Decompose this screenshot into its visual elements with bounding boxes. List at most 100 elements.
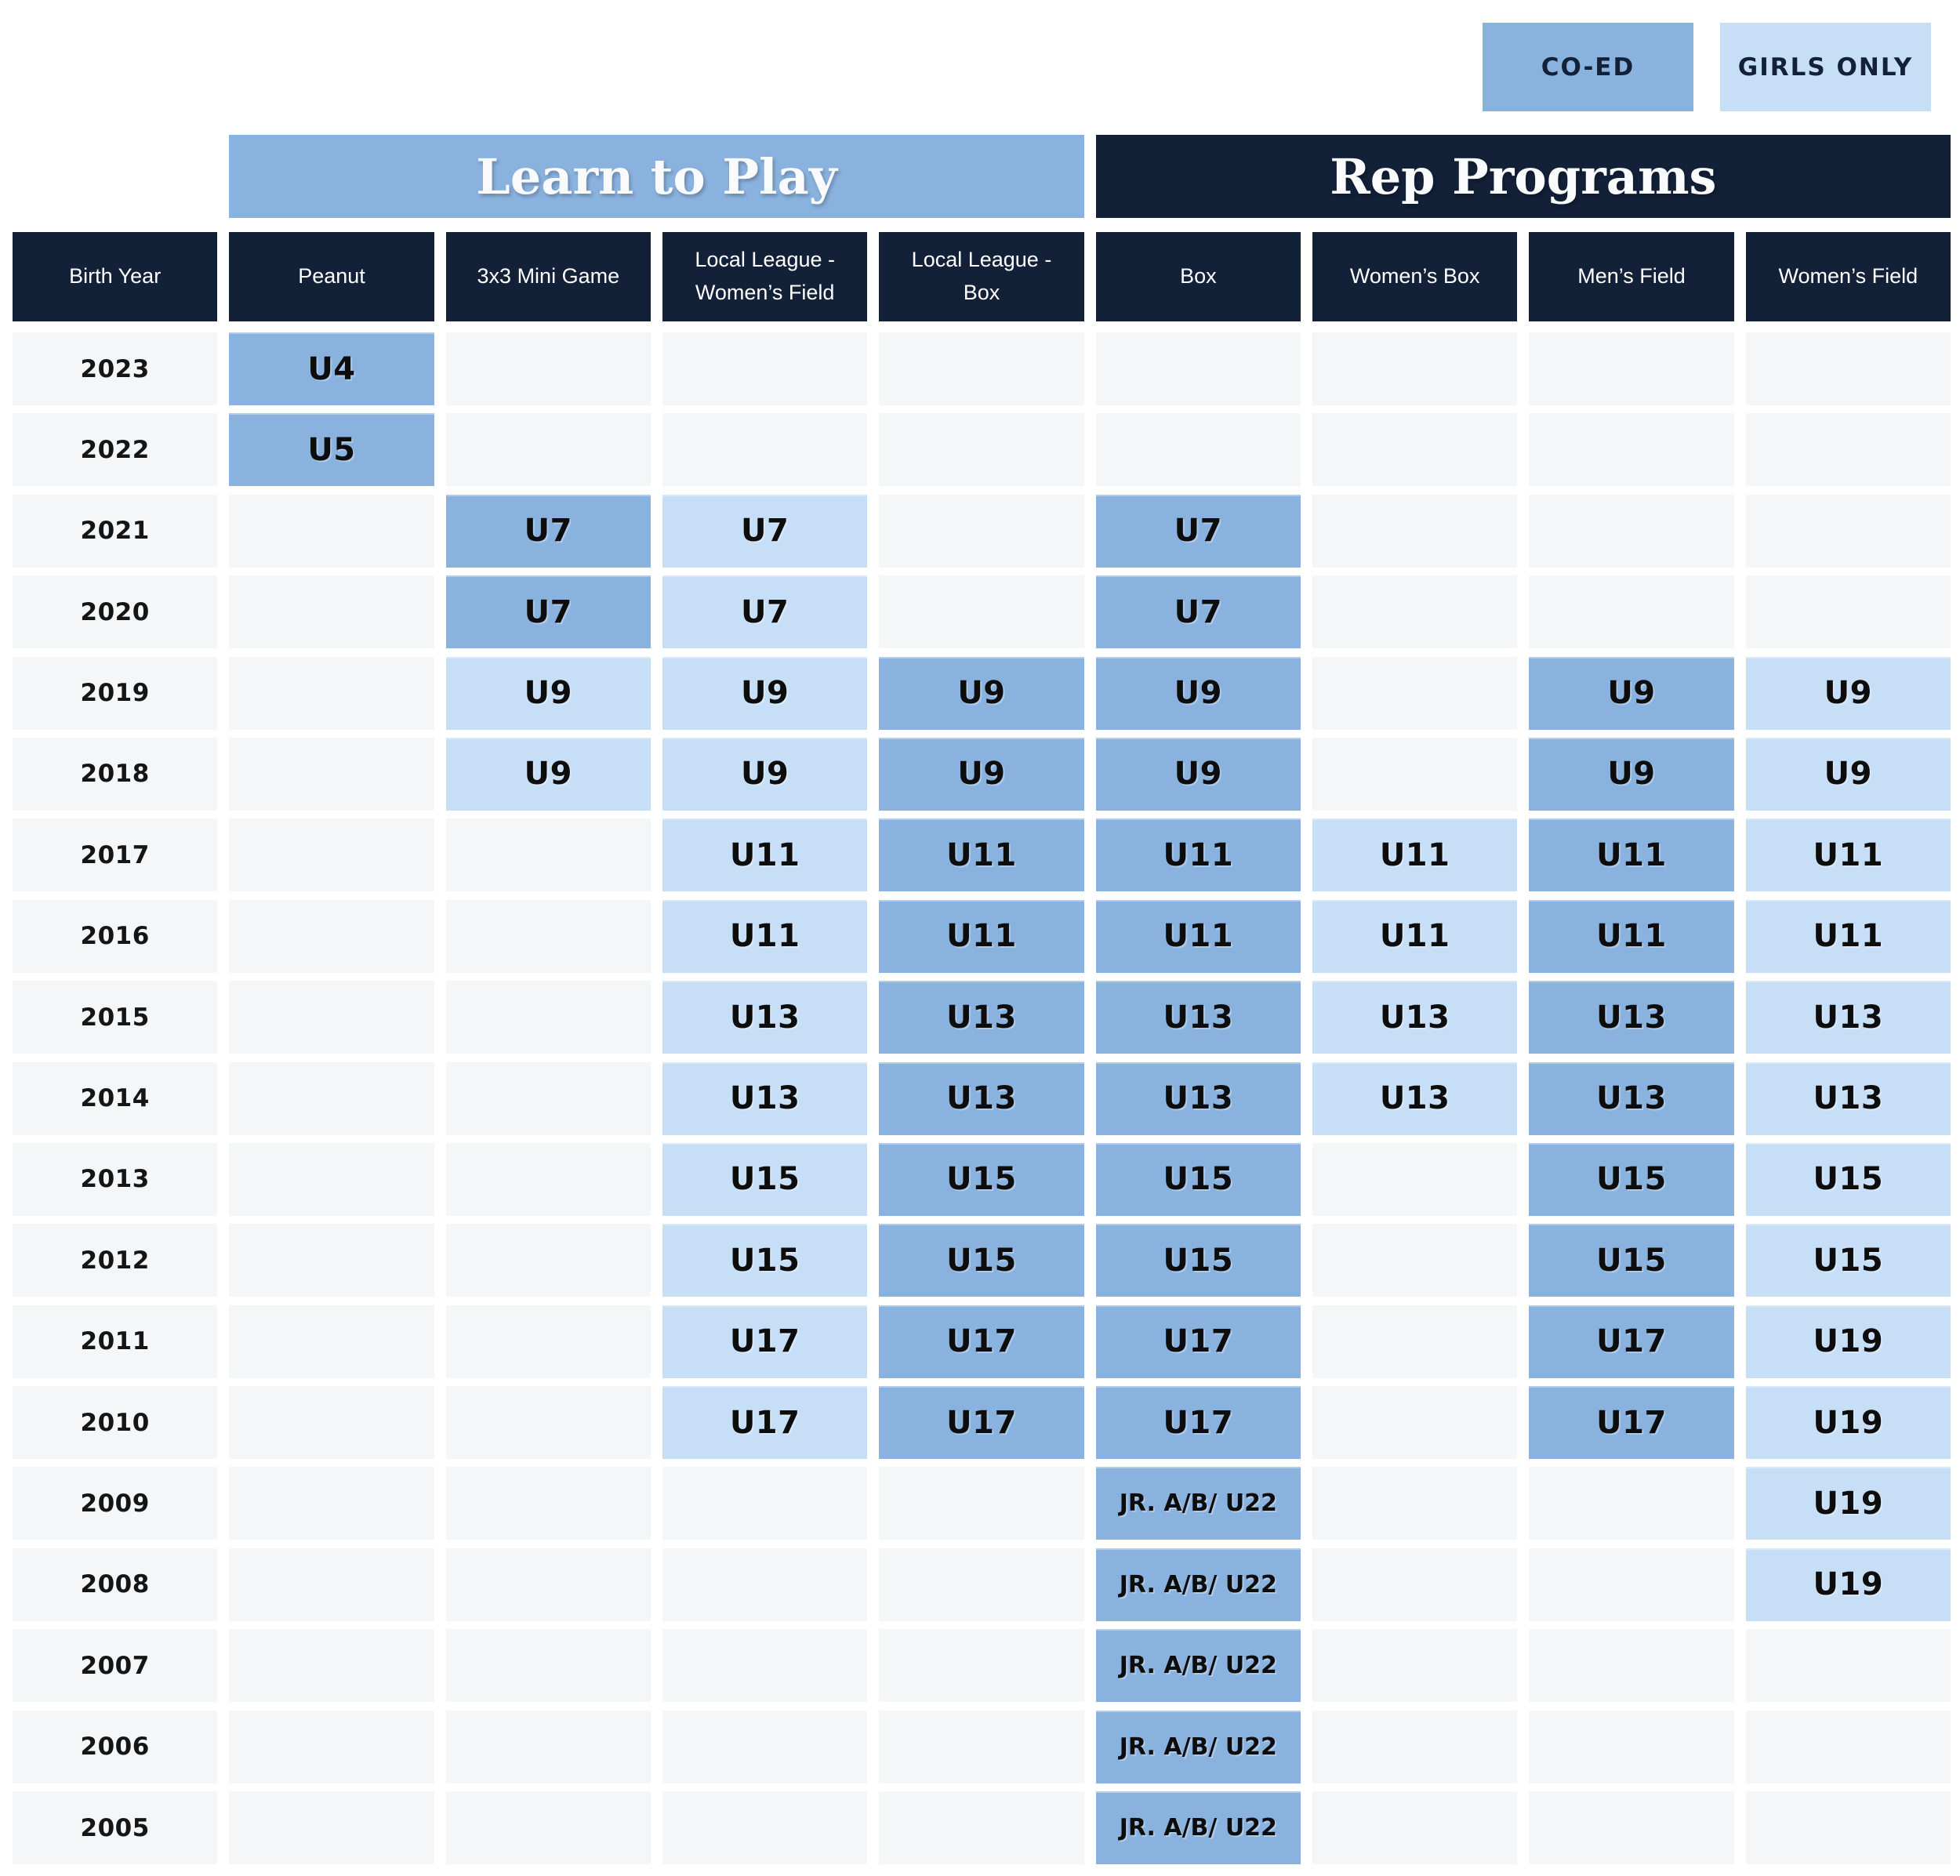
program-cell-u9-coed: U9 [1095,737,1301,811]
column-header-local-league-box: Local League - Box [879,232,1084,321]
birth-year-cell: 2020 [13,575,218,649]
column-header-men-s-field: Men’s Field [1529,232,1734,321]
birth-year-cell: 2018 [13,737,218,811]
birth-year-cell: 2023 [13,332,218,405]
table-row-2020: 2020 U7 U7 U7 [13,575,1951,649]
empty-cell [1529,1791,1734,1865]
program-cell-u11-girls: U11 [662,899,868,973]
program-cell-u17-coed: U17 [879,1386,1084,1460]
column-header-women-s-field: Women’s Field [1745,232,1951,321]
birth-year-cell: 2005 [13,1791,218,1865]
program-cell-u13-girls: U13 [662,1061,868,1135]
empty-cell [879,1548,1084,1621]
program-cell-u13-girls: U13 [1745,981,1951,1054]
table-row-2018: 2018 U9 U9 U9 U9 U9 U9 [13,737,1951,811]
program-cell-u17-coed: U17 [1529,1304,1734,1378]
program-cell-u13-coed: U13 [879,1061,1084,1135]
birth-year-cell: 2014 [13,1061,218,1135]
program-cell-u11-coed: U11 [879,899,1084,973]
empty-cell [229,494,434,568]
program-cell-u11-girls: U11 [1312,818,1518,892]
legend-coed-swatch: CO-ED [1483,23,1693,111]
empty-cell [445,1791,651,1865]
program-cell-u13-coed: U13 [1529,1061,1734,1135]
section-rep-programs: Rep Programs [1095,135,1951,218]
program-cell-u7-girls: U7 [662,575,868,649]
empty-cell [662,1629,868,1703]
table-row-2014: 2014 U13 U13 U13 U13 U13 U13 [13,1061,1951,1135]
table-row-2005: 2005 JR. A/B/ U22 [13,1791,1951,1865]
empty-cell [1312,332,1518,405]
program-cell-jr-a-b-u22-coed: JR. A/B/ U22 [1095,1710,1301,1783]
program-cell-u17-coed: U17 [879,1304,1084,1378]
birth-year-cell: 2022 [13,413,218,487]
table-row-2022: 2022 U5 [13,413,1951,487]
empty-cell [1745,332,1951,405]
program-cell-u13-coed: U13 [1095,1061,1301,1135]
birth-year-cell: 2016 [13,899,218,973]
program-cell-u15-coed: U15 [879,1142,1084,1216]
empty-cell [662,332,868,405]
table-row-2011: 2011 U17 U17 U17 U17 U19 [13,1304,1951,1378]
program-cell-u9-coed: U9 [1529,737,1734,811]
program-cell-u11-coed: U11 [1529,818,1734,892]
program-cell-u17-girls: U17 [662,1304,868,1378]
empty-cell [445,332,651,405]
program-cell-u17-girls: U17 [662,1386,868,1460]
birth-year-cell: 2017 [13,818,218,892]
program-cell-u7-coed: U7 [1095,494,1301,568]
table-row-2010: 2010 U17 U17 U17 U17 U19 [13,1386,1951,1460]
empty-cell [229,981,434,1054]
program-cell-u7-coed: U7 [445,575,651,649]
program-cell-u13-girls: U13 [1745,1061,1951,1135]
empty-cell [1745,575,1951,649]
empty-cell [445,1710,651,1783]
empty-cell [445,413,651,487]
program-cell-jr-a-b-u22-coed: JR. A/B/ U22 [1095,1467,1301,1540]
birth-year-cell: 2019 [13,656,218,730]
birth-year-cell: 2013 [13,1142,218,1216]
program-cell-u19-girls: U19 [1745,1467,1951,1540]
empty-cell [879,332,1084,405]
program-cell-u11-coed: U11 [1529,899,1734,973]
empty-cell [1529,413,1734,487]
program-cell-u13-girls: U13 [1312,981,1518,1054]
empty-cell [1745,1629,1951,1703]
program-cell-jr-a-b-u22-coed: JR. A/B/ U22 [1095,1629,1301,1703]
empty-cell [879,1629,1084,1703]
empty-cell [445,981,651,1054]
empty-cell [1312,413,1518,487]
empty-cell [1312,494,1518,568]
program-cell-u9-coed: U9 [879,656,1084,730]
empty-cell [1095,413,1301,487]
program-cell-u13-coed: U13 [1529,981,1734,1054]
column-header-local-league-women-s-field: Local League - Women’s Field [662,232,868,321]
program-cell-u13-girls: U13 [662,981,868,1054]
program-cell-u13-coed: U13 [1095,981,1301,1054]
program-cell-u11-girls: U11 [1745,818,1951,892]
table-row-2012: 2012 U15 U15 U15 U15 U15 [13,1224,1951,1297]
table-row-2009: 2009 JR. A/B/ U22 U19 [13,1467,1951,1540]
program-cell-u7-coed: U7 [1095,575,1301,649]
table-row-2017: 2017 U11 U11 U11 U11 U11 U11 [13,818,1951,892]
empty-cell [229,575,434,649]
empty-cell [229,899,434,973]
empty-cell [229,1061,434,1135]
empty-cell [1529,575,1734,649]
empty-cell [229,818,434,892]
legend-coed-label: CO-ED [1541,53,1635,82]
program-cell-jr-a-b-u22-coed: JR. A/B/ U22 [1095,1791,1301,1865]
program-cell-u15-coed: U15 [1095,1142,1301,1216]
empty-cell [1312,656,1518,730]
empty-cell [662,1548,868,1621]
birth-year-cell: 2006 [13,1710,218,1783]
program-cell-u15-coed: U15 [1529,1142,1734,1216]
empty-cell [445,1061,651,1135]
legend-girls-only-label: GIRLS ONLY [1737,53,1914,82]
birth-year-cell: 2008 [13,1548,218,1621]
empty-cell [445,1548,651,1621]
section-learn-to-play: Learn to Play [229,135,1084,218]
program-cell-u17-coed: U17 [1529,1386,1734,1460]
program-cell-u9-coed: U9 [1095,656,1301,730]
